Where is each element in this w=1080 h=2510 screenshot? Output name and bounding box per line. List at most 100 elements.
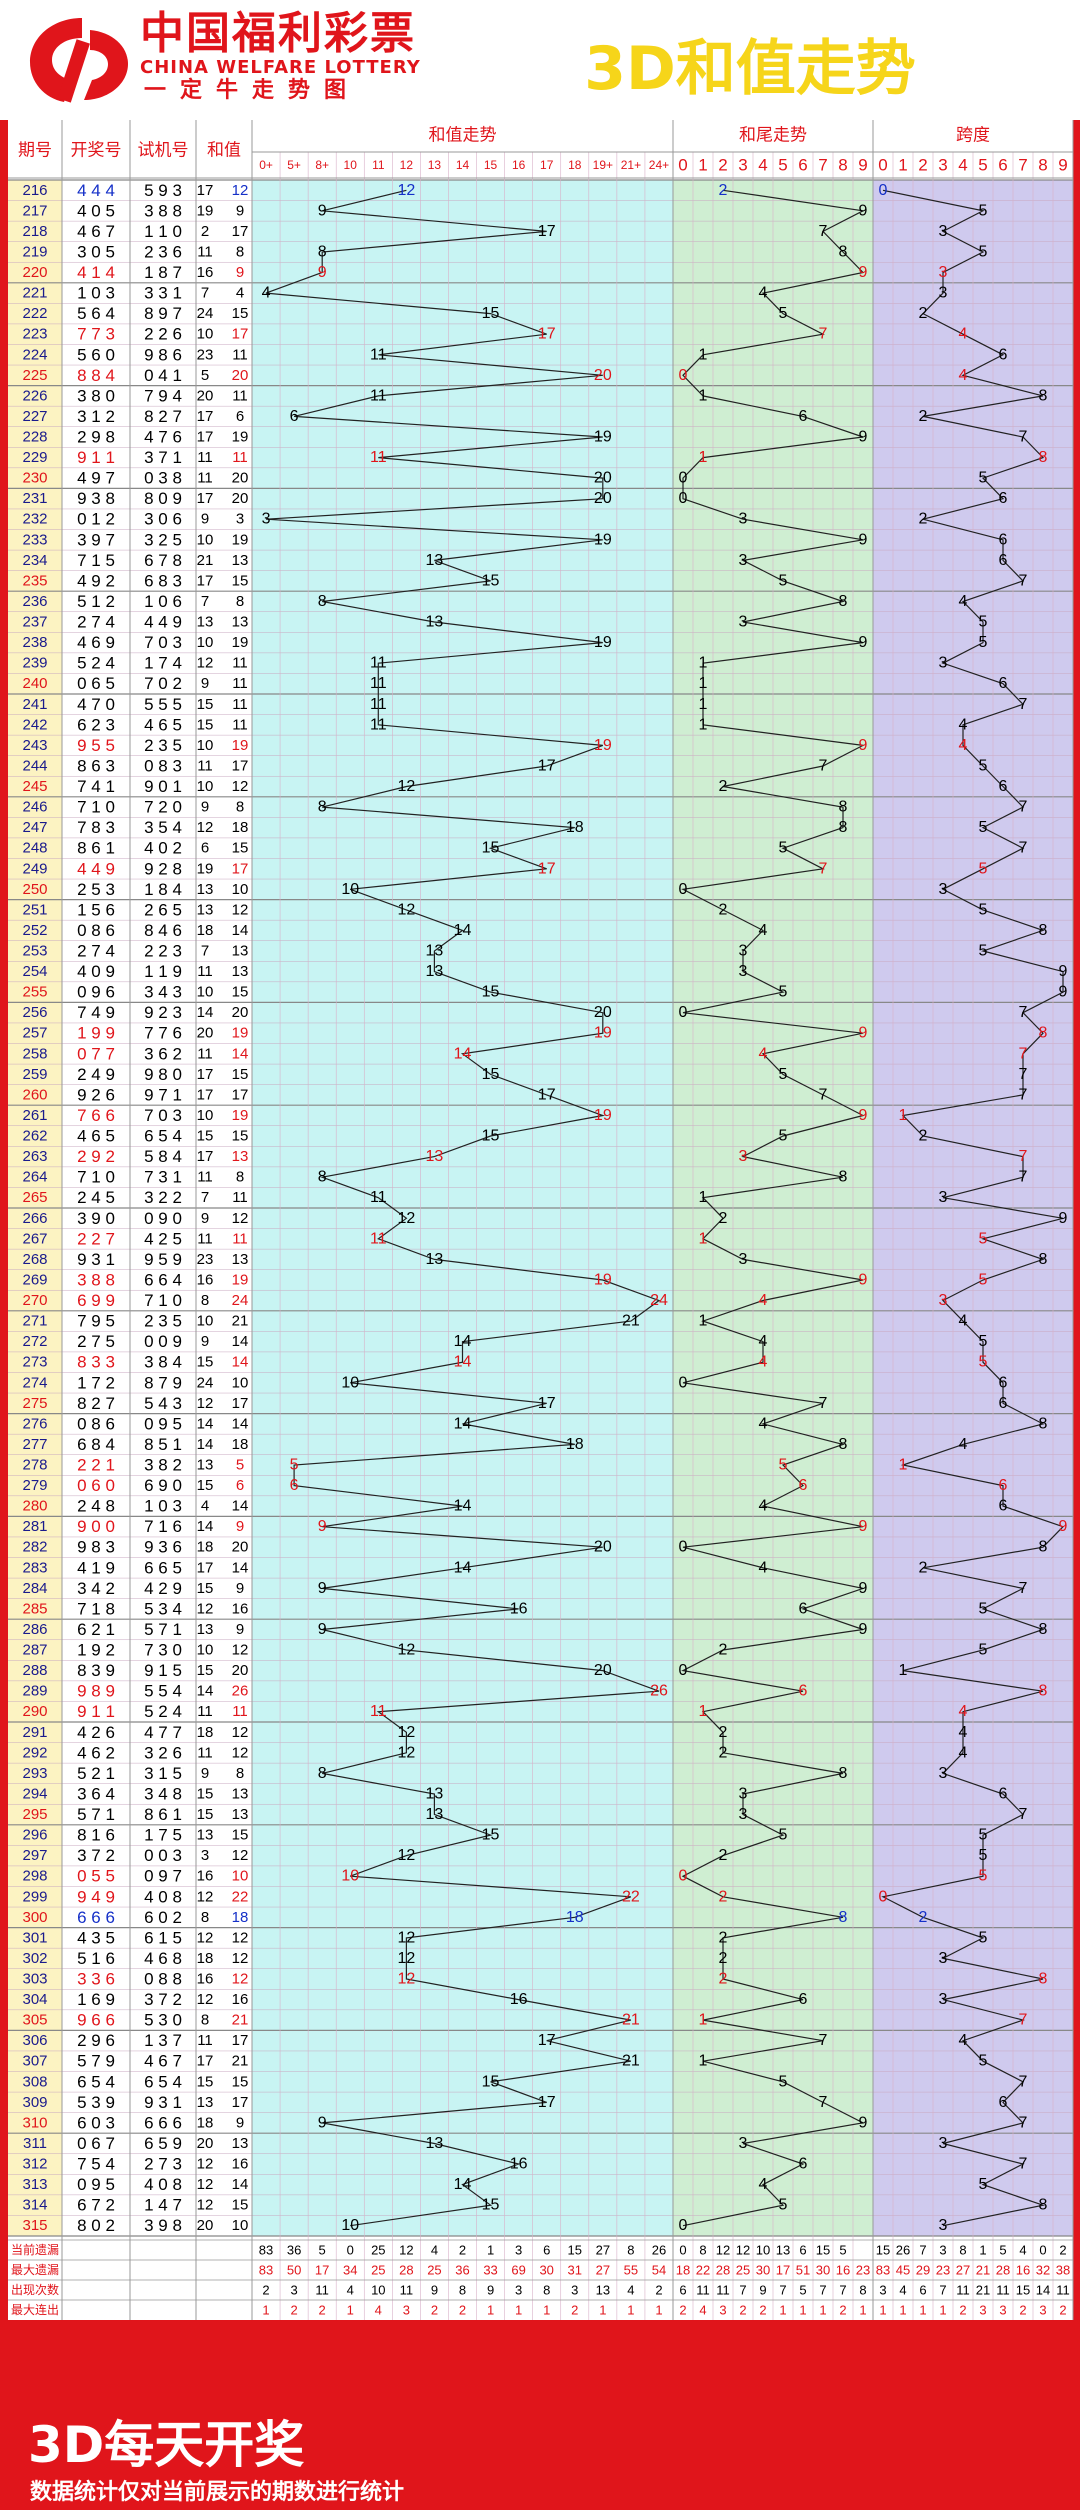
trial-number: 7 3 1 — [144, 1168, 182, 1187]
trial-sum: 10 — [197, 326, 214, 343]
issue-number: 234 — [22, 552, 47, 569]
draw-number: 0 6 7 — [77, 2134, 115, 2153]
trial-number: 5 7 1 — [144, 1620, 182, 1639]
span-trend-point: 1 — [899, 1662, 908, 1679]
draw-number: 4 3 5 — [77, 1928, 115, 1947]
trial-sum: 12 — [197, 1991, 214, 2008]
draw-sum: 14 — [232, 1559, 249, 1576]
tail-trend-point: 3 — [739, 1251, 748, 1268]
draw-sum: 12 — [232, 778, 249, 795]
sum-stat-value: 27 — [596, 2243, 610, 2258]
sum-bin-label: 24+ — [649, 158, 669, 172]
trial-sum: 15 — [197, 2073, 214, 2090]
sum-bin-label: 13 — [428, 158, 442, 172]
sum-trend-point: 13 — [426, 1251, 444, 1268]
issue-number: 254 — [22, 963, 47, 980]
sum-trend-point: 14 — [454, 2176, 472, 2193]
draw-sum: 20 — [232, 1539, 249, 1556]
issue-number: 216 — [22, 182, 47, 199]
tail-stat-value: 8 — [859, 2283, 866, 2298]
trial-sum: 11 — [197, 470, 213, 487]
tail-trend-point: 6 — [799, 1991, 808, 2008]
trial-sum: 9 — [201, 1765, 209, 1782]
trial-sum: 9 — [201, 675, 209, 692]
trial-number: 0 9 0 — [144, 1209, 182, 1228]
issue-number: 235 — [22, 572, 47, 589]
span-stat-value: 11 — [956, 2283, 970, 2298]
issue-number: 280 — [22, 1498, 47, 1515]
draw-sum: 12 — [232, 1950, 249, 1967]
trial-number: 4 7 7 — [144, 1723, 182, 1742]
trial-sum: 7 — [201, 593, 209, 610]
tail-trend-point: 0 — [679, 1539, 688, 1556]
sum-stat-value: 8 — [543, 2283, 550, 2298]
issue-number: 273 — [22, 1354, 47, 1371]
draw-sum: 13 — [232, 552, 249, 569]
span-trend-point: 9 — [1059, 1518, 1068, 1535]
tail-trend-point: 0 — [679, 881, 688, 898]
tail-trend-point: 0 — [679, 470, 688, 487]
draw-number: 0 9 5 — [77, 2175, 115, 2194]
tail-trend-point: 1 — [699, 696, 708, 713]
tail-trend-point: 9 — [859, 1621, 868, 1638]
draw-number: 5 6 0 — [77, 345, 115, 364]
draw-sum: 12 — [232, 901, 249, 918]
draw-sum: 15 — [232, 1827, 249, 1844]
trial-number: 4 0 8 — [144, 1887, 182, 1906]
span-trend-point: 7 — [1019, 2012, 1028, 2029]
trial-sum: 9 — [201, 511, 209, 528]
span-stat-value: 1 — [939, 2303, 946, 2318]
trial-sum: 11 — [197, 1045, 213, 1062]
tail-trend-point: 2 — [719, 1971, 728, 1988]
draw-sum: 11 — [232, 696, 248, 713]
draw-number: 7 1 0 — [77, 1168, 115, 1187]
draw-number: 2 2 7 — [77, 1229, 115, 1248]
sum-stat-value: 3 — [403, 2303, 410, 2318]
sum-trend-point: 3 — [262, 511, 271, 528]
draw-number: 2 4 5 — [77, 1188, 115, 1207]
span-trend-point: 3 — [939, 264, 948, 281]
span-stat-value: 16 — [1016, 2263, 1030, 2278]
draw-number: 4 0 5 — [77, 201, 115, 220]
sum-trend-point: 15 — [482, 1128, 500, 1145]
issue-number: 292 — [22, 1744, 47, 1761]
tail-trend-point: 1 — [699, 387, 708, 404]
tail-stat-value: 9 — [759, 2283, 766, 2298]
tail-stat-value: 1 — [859, 2303, 866, 2318]
sum-bin-label: 17 — [540, 158, 554, 172]
trial-number: 9 2 3 — [144, 1003, 182, 1022]
draw-sum: 14 — [232, 2176, 249, 2193]
draw-number: 9 3 8 — [77, 489, 115, 508]
draw-sum: 13 — [232, 943, 249, 960]
tail-digit-label: 2 — [718, 156, 727, 175]
stat-label: 最大连出 — [11, 2302, 59, 2317]
span-trend-point: 4 — [959, 1744, 968, 1761]
trial-sum: 11 — [197, 1744, 213, 1761]
span-stat-value: 38 — [1056, 2263, 1070, 2278]
span-trend-point: 6 — [999, 346, 1008, 363]
sum-trend-point: 18 — [566, 819, 584, 836]
tail-trend-point: 1 — [699, 675, 708, 692]
trial-number: 6 9 0 — [144, 1476, 182, 1495]
span-trend-point: 3 — [939, 285, 948, 302]
tail-trend-point: 5 — [779, 2197, 788, 2214]
draw-number: 6 7 2 — [77, 2196, 115, 2215]
trial-sum: 17 — [197, 572, 214, 589]
draw-number: 3 3 6 — [77, 1970, 115, 1989]
issue-number: 305 — [22, 2012, 47, 2029]
issue-number: 301 — [22, 1929, 47, 1946]
draw-number: 9 8 3 — [77, 1538, 115, 1557]
trial-sum: 20 — [197, 2135, 214, 2152]
draw-number: 0 1 2 — [77, 510, 115, 529]
tail-digit-label: 0 — [678, 156, 687, 175]
sum-stat-value: 3 — [515, 2243, 522, 2258]
sum-trend-point: 9 — [318, 1580, 327, 1597]
tail-trend-point: 9 — [859, 429, 868, 446]
sum-stat-value: 25 — [371, 2263, 385, 2278]
trial-number: 2 3 5 — [144, 736, 182, 755]
span-stat-value: 21 — [976, 2283, 990, 2298]
sum-trend-point: 10 — [341, 1868, 359, 1885]
issue-number: 237 — [22, 614, 47, 631]
issue-number: 299 — [22, 1888, 47, 1905]
